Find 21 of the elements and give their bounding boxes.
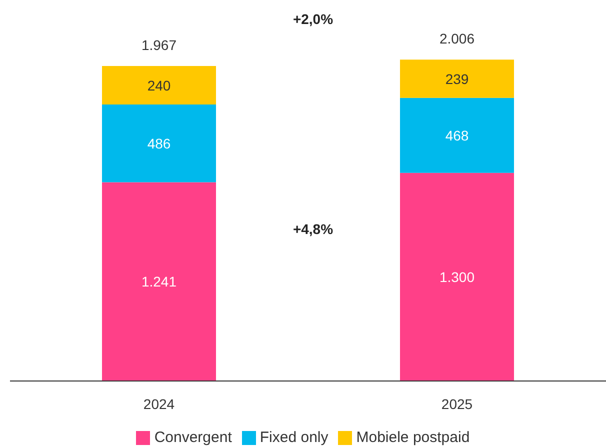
total-label: 1.967: [141, 37, 177, 54]
text: +2,0%: [292, 11, 334, 27]
bar: [400, 60, 514, 98]
data-label: 486: [147, 135, 171, 152]
x-tick-label: 2025: [441, 396, 473, 412]
total-label: 2.006: [439, 30, 475, 47]
bar: [102, 104, 216, 182]
bar: [400, 172, 514, 381]
data-label: 240: [147, 77, 171, 94]
data-label: 239: [445, 70, 469, 87]
bar: [102, 182, 216, 381]
bar: [102, 66, 216, 104]
legend-label: Mobiele postpaid: [356, 429, 470, 446]
x-tick-label: 2024: [143, 396, 175, 412]
annotation: +4,8%: [292, 221, 334, 237]
legend-label: Convergent: [154, 429, 232, 446]
data-label: 468: [445, 127, 469, 144]
data-label: 1.300: [439, 268, 475, 285]
legend-label: Fixed only: [260, 429, 328, 446]
bar: [400, 98, 514, 173]
data-label: 1.241: [141, 274, 177, 290]
